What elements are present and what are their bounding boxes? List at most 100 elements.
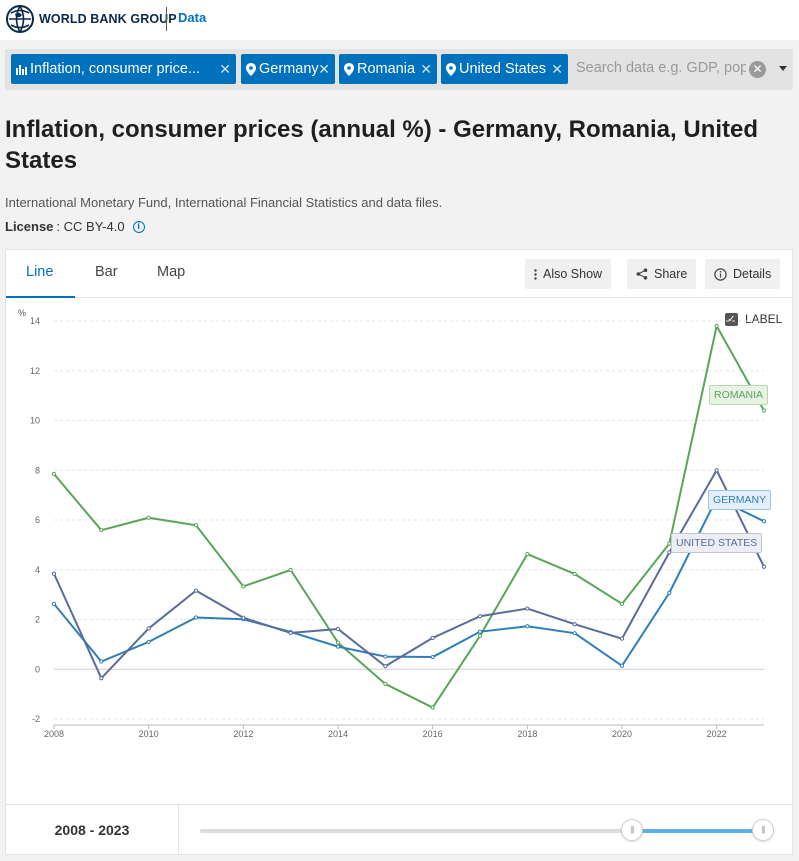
tab-map[interactable]: Map	[157, 264, 186, 280]
data-point[interactable]	[525, 606, 530, 611]
data-point[interactable]	[99, 659, 104, 664]
data-point[interactable]	[761, 519, 767, 524]
y-tick-label: 14	[30, 316, 40, 326]
license-row: License : CC BY-4.0 i	[5, 219, 145, 234]
brand-name: WORLD BANK GROUP	[39, 12, 177, 26]
also-show-button[interactable]: Also Show	[525, 259, 612, 289]
details-button[interactable]: Details	[705, 259, 781, 289]
y-tick-label: 6	[35, 515, 40, 525]
x-tick-label: 2008	[44, 729, 64, 739]
data-source: International Monetary Fund, Internation…	[5, 195, 443, 210]
data-point[interactable]	[477, 633, 483, 639]
data-point[interactable]	[288, 567, 293, 573]
data-point[interactable]	[335, 640, 341, 645]
data-point[interactable]	[51, 471, 57, 477]
chart-grid	[54, 320, 764, 720]
data-point[interactable]	[761, 408, 767, 413]
data-point[interactable]	[619, 663, 625, 668]
data-point[interactable]	[335, 626, 341, 632]
header-divider	[166, 7, 167, 31]
x-tick-label: 2018	[517, 729, 537, 739]
tab-line[interactable]: Line	[26, 264, 54, 280]
search-input[interactable]: Search data e.g. GDP, pop	[576, 60, 746, 76]
data-point[interactable]	[288, 630, 293, 636]
data-point[interactable]	[383, 681, 388, 687]
series-line-germany[interactable]	[53, 497, 765, 667]
y-tick-label: 2	[35, 615, 40, 625]
checkbox-checked-icon[interactable]: ✓	[725, 312, 738, 326]
location-pin-icon	[344, 62, 354, 76]
dropdown-caret-icon[interactable]	[779, 66, 787, 71]
chip-romania[interactable]: Romania ✕	[339, 54, 437, 84]
time-range-bar: 2008 - 2023 ||| |||	[6, 804, 792, 855]
data-point[interactable]	[477, 629, 483, 634]
remove-chip-icon[interactable]: ✕	[219, 61, 231, 77]
tab-bar[interactable]: Bar	[95, 264, 118, 280]
top-header: WORLD BANK GROUP Data	[0, 0, 799, 40]
slider-end-handle[interactable]: |||	[752, 819, 774, 841]
data-point[interactable]	[99, 676, 104, 681]
data-point[interactable]	[477, 614, 483, 619]
series-line-romania[interactable]	[53, 324, 765, 709]
data-point[interactable]	[430, 635, 435, 641]
remove-chip-icon[interactable]: ✕	[318, 61, 330, 77]
also-show-label: Also Show	[543, 267, 603, 281]
clear-search-icon[interactable]: ✕	[749, 61, 766, 78]
license-value: : CC BY-4.0	[56, 219, 125, 234]
remove-chip-icon[interactable]: ✕	[551, 61, 563, 77]
slider-start-handle[interactable]: |||	[620, 819, 643, 841]
page-title: Inflation, consumer prices (annual %) - …	[5, 116, 759, 174]
data-point[interactable]	[714, 468, 719, 473]
remove-chip-icon[interactable]: ✕	[420, 61, 432, 77]
chart-panel: Line Bar Map Also Show Share Details ✓ L…	[5, 249, 793, 855]
data-point[interactable]	[430, 705, 435, 710]
data-point[interactable]	[383, 654, 388, 659]
data-point[interactable]	[51, 571, 57, 576]
data-point[interactable]	[146, 639, 151, 644]
data-point[interactable]	[667, 541, 672, 546]
data-section-link[interactable]: Data	[178, 10, 207, 25]
x-tick-label: 2012	[233, 729, 253, 739]
bar-chart-icon	[16, 64, 27, 75]
data-point[interactable]	[146, 515, 151, 520]
chip-label: United States	[459, 61, 547, 77]
info-circle-icon	[714, 267, 727, 281]
data-point[interactable]	[193, 588, 199, 593]
data-point[interactable]	[525, 551, 530, 557]
data-point[interactable]	[525, 624, 530, 629]
series-line-united-states[interactable]	[53, 469, 765, 680]
globe-icon	[6, 5, 34, 33]
chip-germany[interactable]: Germany ✕	[241, 54, 335, 84]
data-point[interactable]	[99, 528, 104, 533]
data-point[interactable]	[619, 601, 625, 606]
data-point[interactable]	[572, 622, 577, 627]
line-chart: % -2 0 2 4 6 8 10 12 14 2008 2010 2012 2014 2016 2018 20…	[18, 308, 767, 739]
world-bank-logo[interactable]: WORLD BANK GROUP	[5, 4, 177, 34]
share-label: Share	[654, 267, 688, 281]
share-button[interactable]: Share	[627, 259, 697, 289]
year-range-slider[interactable]: ||| |||	[200, 819, 774, 841]
data-point[interactable]	[193, 523, 199, 528]
y-tick-label: -2	[32, 714, 40, 724]
chart-axes: % -2 0 2 4 6 8 10 12 14 2008 2010 2012 2014 2016 2018 20…	[18, 308, 764, 739]
data-point[interactable]	[667, 550, 672, 555]
chip-indicator[interactable]: Inflation, consumer price... ✕	[11, 54, 236, 84]
data-point[interactable]	[241, 584, 246, 589]
data-point[interactable]	[572, 631, 577, 636]
data-point[interactable]	[193, 615, 199, 620]
data-point[interactable]	[761, 564, 767, 569]
chip-united-states[interactable]: United States ✕	[441, 54, 568, 84]
data-point[interactable]	[619, 636, 625, 641]
data-point[interactable]	[572, 571, 577, 577]
data-point[interactable]	[51, 601, 57, 606]
data-point[interactable]	[241, 615, 246, 620]
data-point[interactable]	[667, 590, 672, 595]
info-icon[interactable]: i	[132, 220, 145, 233]
data-point[interactable]	[335, 644, 341, 649]
data-point[interactable]	[430, 654, 435, 660]
data-point[interactable]	[714, 323, 719, 329]
data-point[interactable]	[383, 664, 388, 669]
data-point[interactable]	[146, 626, 151, 631]
active-tab-indicator	[6, 296, 75, 298]
label-toggle[interactable]: ✓ LABEL	[725, 312, 782, 326]
